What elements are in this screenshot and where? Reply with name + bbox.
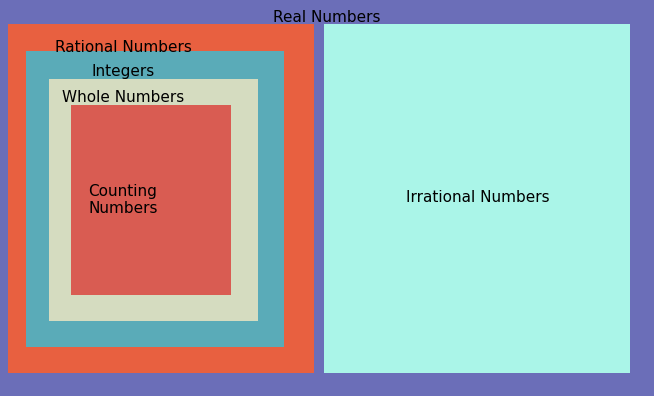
Text: Integers: Integers (92, 64, 154, 79)
Text: Whole Numbers: Whole Numbers (62, 89, 184, 105)
Bar (49, 79, 258, 321)
Bar (26, 51, 284, 346)
Bar (324, 24, 630, 373)
Text: Real Numbers: Real Numbers (273, 10, 381, 25)
Text: Counting
Numbers: Counting Numbers (88, 184, 158, 216)
Text: Rational Numbers: Rational Numbers (54, 40, 192, 55)
Bar (8, 24, 314, 373)
Bar (71, 105, 231, 295)
Text: Irrational Numbers: Irrational Numbers (405, 190, 549, 206)
